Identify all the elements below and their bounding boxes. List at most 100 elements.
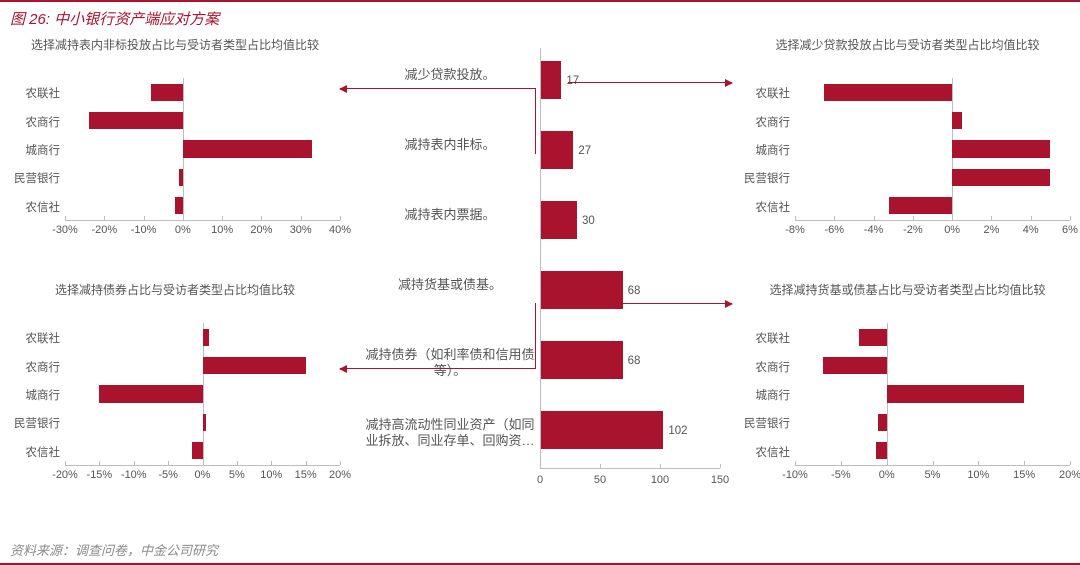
category-label: 农信社 [735,444,790,460]
tick-label: -4% [859,224,889,236]
tick-label: 20% [325,469,355,481]
category-label: 减少贷款投放。 [365,67,535,83]
chart-title: 选择减少贷款投放占比与受访者类型占比均值比较 [735,38,1080,53]
arrow [340,88,535,89]
charts-container: 选择减持表内非标投放占比与受访者类型占比均值比较 -30%-20%-10%0%1… [0,38,1080,533]
tick-label: 40% [325,224,355,236]
category-label: 农商行 [735,359,790,375]
tick-label: 100 [645,474,675,486]
bar [859,329,887,346]
tick-label: 15% [1009,469,1039,481]
bar [192,442,202,459]
tick-label: 15% [291,469,321,481]
tick-label: -8% [780,224,810,236]
category-label: 农商行 [5,114,60,130]
chart-title: 选择减持表内非标投放占比与受访者类型占比均值比较 [0,38,350,53]
tick-label: -20% [89,224,119,236]
category-label: 减持表内票据。 [365,207,535,223]
category-label: 城商行 [735,142,790,158]
tick-label: 0% [872,469,902,481]
value-label: 102 [668,425,687,437]
bar [183,140,313,157]
arrow [535,303,536,369]
value-label: 68 [628,285,641,297]
chart-title: 选择减持债券占比与受访者类型占比均值比较 [0,283,350,298]
category-label: 农信社 [5,444,60,460]
tick-label: 5% [222,469,252,481]
figure-title: 图 26: 中小银行资产端应对方案 [0,2,1080,35]
tick-label: 150 [705,474,735,486]
chart-title: 选择减持货基或债基占比与受访者类型占比均值比较 [735,283,1080,298]
bar [541,341,623,380]
value-label: 30 [582,215,595,227]
tick-label: 20% [246,224,276,236]
tick-label: -15% [84,469,114,481]
bar [203,357,306,374]
category-label: 农商行 [735,114,790,130]
tick-label: -10% [129,224,159,236]
category-label: 农联社 [735,85,790,101]
tick-label: 0 [525,474,555,486]
category-label: 减持高流动性同业资产（如同业拆放、同业存单、回购资… [365,417,535,448]
chart-top-left: 选择减持表内非标投放占比与受访者类型占比均值比较 -30%-20%-10%0%1… [0,38,350,263]
bar [203,329,210,346]
bar [824,84,952,101]
value-label: 68 [628,355,641,367]
bar [878,414,887,431]
bar [89,112,183,129]
tick-label: 5% [918,469,948,481]
value-label: 17 [566,75,579,87]
arrow [340,368,535,369]
category-label: 城商行 [735,387,790,403]
category-label: 民营银行 [5,415,60,431]
tick-label: 0% [168,224,198,236]
bar [175,197,183,214]
bar [541,271,623,310]
category-label: 农信社 [735,199,790,215]
bar [952,169,1050,186]
tick-label: -5% [153,469,183,481]
category-label: 农联社 [5,85,60,101]
tick-label: 30% [286,224,316,236]
bar [179,169,183,186]
tick-label: -2% [898,224,928,236]
tick-label: 10% [207,224,237,236]
tick-label: -6% [819,224,849,236]
category-label: 农联社 [735,330,790,346]
category-label: 民营银行 [735,170,790,186]
category-label: 农联社 [5,330,60,346]
tick-label: 4% [1016,224,1046,236]
tick-label: -10% [780,469,810,481]
bar [952,140,1050,157]
category-label: 农信社 [5,199,60,215]
bar [887,385,1025,402]
value-label: 27 [578,145,591,157]
arrow [535,88,536,154]
source-text: 资料来源：调查问卷，中金公司研究 [10,540,218,559]
tick-label: 50 [585,474,615,486]
chart-center: 0501001501727306868102 减少贷款投放。减持表内非标。减持表… [360,38,730,518]
tick-label: 10% [963,469,993,481]
tick-label: -20% [50,469,80,481]
tick-label: 10% [256,469,286,481]
bar [889,197,952,214]
category-label: 减持表内非标。 [365,137,535,153]
chart-top-right: 选择减少贷款投放占比与受访者类型占比均值比较 -8%-6%-4%-2%0%2%4… [735,38,1080,263]
bar [952,112,962,129]
bar [876,442,887,459]
tick-label: 6% [1055,224,1080,236]
chart-bottom-left: 选择减持债券占比与受访者类型占比均值比较 -20%-15%-10%-5%0%5%… [0,283,350,508]
bar [541,201,577,240]
tick-label: 2% [976,224,1006,236]
bar [823,357,887,374]
bar [151,84,182,101]
arrow [615,303,732,304]
category-label: 减持债券（如利率债和信用债等）。 [365,347,535,378]
bar [541,131,573,170]
category-label: 民营银行 [735,415,790,431]
chart-bottom-right: 选择减持货基或债基占比与受访者类型占比均值比较 -10% -5% 0% 5% 10% 15… [735,283,1080,508]
bar [99,385,202,402]
category-label: 农商行 [5,359,60,375]
tick-label: 0% [188,469,218,481]
tick-label: -5% [826,469,856,481]
